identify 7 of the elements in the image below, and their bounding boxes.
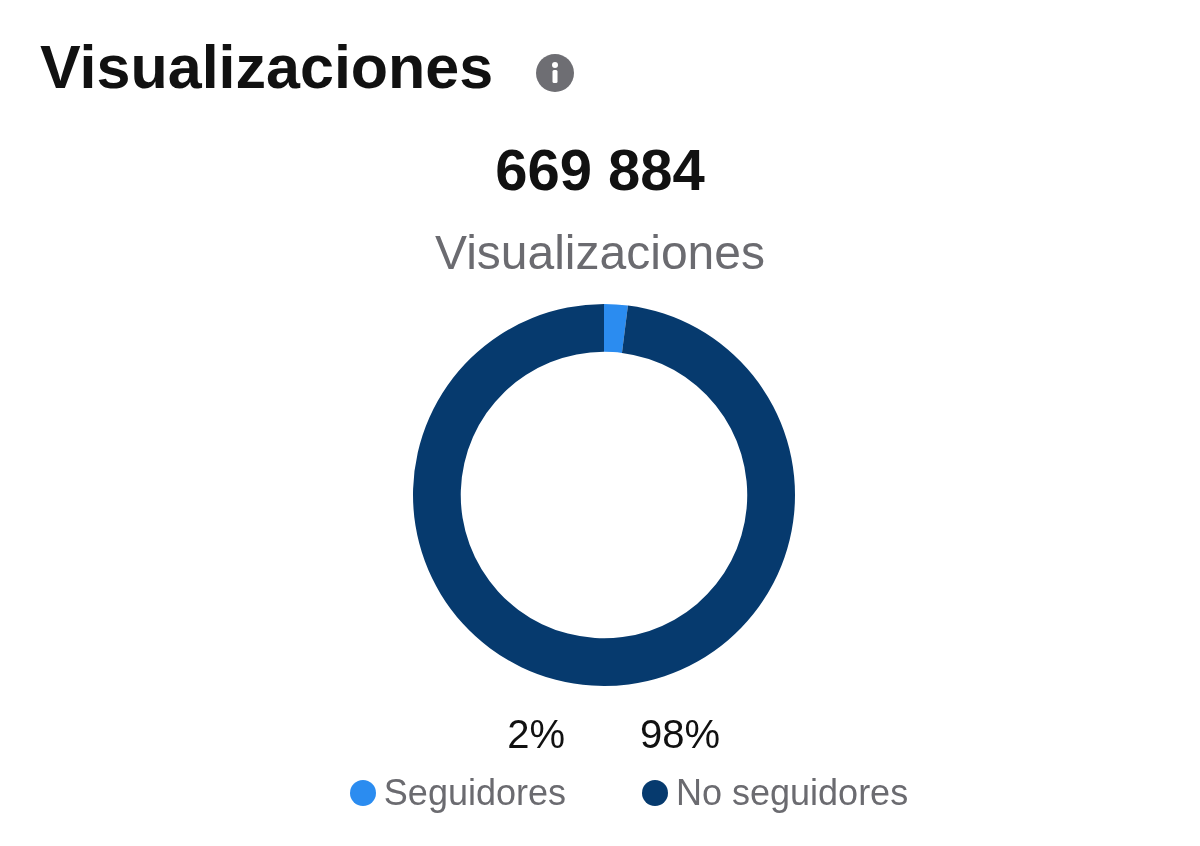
text: Visualizaciones (434, 225, 766, 280)
legend-label: No seguidores (676, 772, 909, 814)
data-label: 98% (640, 712, 721, 757)
data-label: 2% (507, 712, 565, 757)
chart-title: Visualizaciones (40, 32, 494, 102)
text: 669 884 (494, 136, 706, 203)
legend-label: Seguidores (383, 772, 566, 814)
